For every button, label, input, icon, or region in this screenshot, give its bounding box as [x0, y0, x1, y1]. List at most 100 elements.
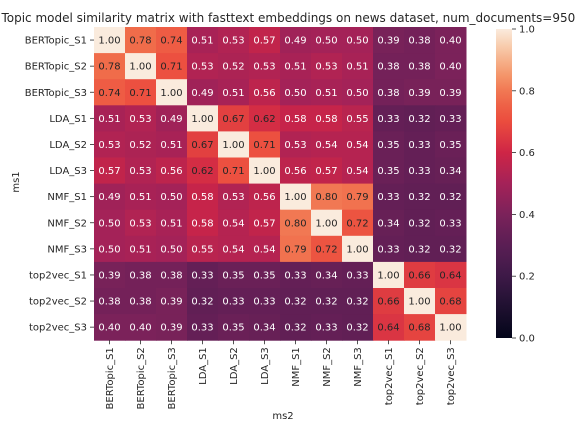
x-tick-label: top2vec_S3	[446, 347, 457, 405]
heatmap-cell	[342, 131, 374, 158]
cell-value-label: 0.56	[284, 166, 306, 177]
heatmap-cell	[125, 53, 157, 80]
y-tick-label: BERTopic_S3	[25, 88, 87, 99]
heatmap-cell	[249, 157, 281, 185]
y-tick-label: LDA_S2	[49, 140, 87, 151]
heatmap-cell	[404, 157, 436, 185]
cell-value-label: 0.49	[98, 192, 120, 203]
cell-value-label: 0.53	[222, 192, 244, 203]
cell-value-label: 0.72	[315, 244, 337, 255]
cell-value-label: 0.32	[408, 114, 430, 125]
heatmap-cell	[280, 183, 312, 211]
heatmap-cell	[187, 314, 219, 341]
cell-value-label: 0.52	[222, 62, 244, 73]
heatmap-cell	[249, 53, 281, 80]
heatmap-cell	[125, 79, 157, 106]
cell-value-label: 0.32	[284, 323, 306, 334]
heatmap-cell	[94, 261, 126, 289]
cell-value-label: 0.39	[98, 270, 120, 281]
heatmap-cell	[373, 261, 405, 289]
cell-value-label: 0.32	[408, 244, 430, 255]
heatmap-cell	[404, 209, 436, 237]
heatmap-cell	[311, 183, 343, 211]
cell-value-label: 0.39	[160, 297, 182, 308]
heatmap-cell	[187, 183, 219, 211]
heatmap-cell	[373, 209, 405, 237]
heatmap-cell	[373, 131, 405, 158]
cell-value-label: 0.34	[253, 323, 275, 334]
cell-value-label: 0.51	[284, 62, 306, 73]
heatmap-cell	[342, 157, 374, 185]
heatmap-cell	[249, 105, 281, 132]
heatmap-cell	[311, 53, 343, 80]
cell-value-label: 0.54	[315, 140, 337, 151]
heatmap-cell	[280, 131, 312, 158]
heatmap-cell	[94, 183, 126, 211]
cell-value-label: 0.32	[439, 244, 461, 255]
heatmap-cell	[156, 209, 188, 237]
y-tick-label: LDA_S3	[49, 166, 87, 177]
heatmap-cell	[435, 288, 467, 315]
y-tick-label: NMF_S2	[47, 218, 87, 229]
cell-value-label: 0.38	[408, 36, 430, 47]
cell-value-label: 0.51	[191, 36, 213, 47]
cell-value-label: 0.40	[439, 62, 461, 73]
cell-value-label: 0.54	[222, 244, 244, 255]
heatmap-cell	[311, 314, 343, 341]
heatmap-cell	[94, 105, 126, 132]
cell-value-label: 0.57	[315, 166, 337, 177]
cell-value-label: 0.38	[98, 297, 120, 308]
cell-value-label: 0.51	[222, 88, 244, 99]
cell-value-label: 0.58	[284, 114, 306, 125]
cell-value-label: 0.68	[439, 297, 461, 308]
heatmap-cell	[156, 53, 188, 80]
cell-value-label: 1.00	[439, 323, 461, 334]
heatmap-cell	[218, 288, 250, 315]
cell-value-label: 0.33	[408, 140, 430, 151]
y-tick-label: top2vec_S1	[29, 270, 87, 281]
cell-value-label: 0.32	[408, 218, 430, 229]
cell-value-label: 0.53	[129, 166, 151, 177]
heatmap-cell	[218, 261, 250, 289]
cell-value-label: 0.38	[160, 270, 182, 281]
cell-value-label: 0.80	[284, 218, 306, 229]
heatmap-cell	[156, 131, 188, 158]
heatmap-cell	[249, 235, 281, 263]
heatmap-cell	[435, 79, 467, 106]
heatmap-cell	[311, 131, 343, 158]
y-axis-label: ms1	[11, 171, 22, 192]
cell-value-label: 0.50	[315, 36, 337, 47]
heatmap-cell	[373, 288, 405, 315]
cell-value-label: 0.71	[129, 88, 151, 99]
cell-value-label: 0.53	[284, 140, 306, 151]
heatmap-cell	[218, 105, 250, 132]
heatmap-cell	[311, 27, 343, 54]
heatmap-cell	[280, 261, 312, 289]
y-tick-label: BERTopic_S2	[25, 62, 87, 73]
cell-value-label: 0.53	[191, 62, 213, 73]
heatmap-cell	[311, 235, 343, 263]
heatmap-cell	[125, 105, 157, 132]
cell-value-label: 0.53	[98, 140, 120, 151]
cell-value-label: 1.00	[408, 297, 430, 308]
cell-value-label: 0.62	[191, 166, 213, 177]
heatmap-cell	[435, 235, 467, 263]
heatmap-cell	[125, 131, 157, 158]
heatmap-cell	[94, 314, 126, 341]
cell-value-label: 1.00	[253, 166, 275, 177]
y-tick-label: top2vec_S2	[29, 297, 87, 308]
cell-value-label: 0.39	[408, 88, 430, 99]
heatmap-cell	[249, 288, 281, 315]
cell-value-label: 0.58	[191, 218, 213, 229]
cell-value-label: 0.32	[191, 297, 213, 308]
heatmap-cell	[218, 79, 250, 106]
x-tick-label: top2vec_S1	[384, 347, 395, 405]
cell-value-label: 0.50	[160, 192, 182, 203]
heatmap-cell	[125, 314, 157, 341]
cell-value-label: 0.50	[160, 244, 182, 255]
heatmap-cell	[125, 27, 157, 54]
cell-value-label: 0.66	[408, 270, 430, 281]
heatmap-cell	[404, 288, 436, 315]
heatmap-cell	[218, 314, 250, 341]
